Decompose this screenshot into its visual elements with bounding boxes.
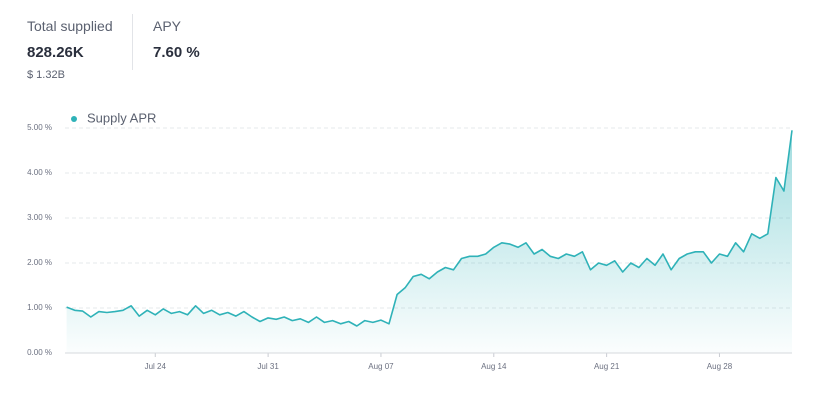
x-tick-label: Aug 21: [594, 362, 620, 371]
legend-label: Supply APR: [87, 110, 156, 125]
y-tick-label: 0.00 %: [27, 348, 52, 357]
legend-dot: [71, 116, 77, 122]
y-tick-label: 3.00 %: [27, 213, 52, 222]
total-supplied-usd: $ 1.32B: [27, 69, 65, 81]
y-tick-label: 2.00 %: [27, 258, 52, 267]
y-tick-label: 4.00 %: [27, 168, 52, 177]
y-tick-label: 5.00 %: [27, 123, 52, 132]
y-tick-label: 1.00 %: [27, 303, 52, 312]
total-supplied: 828.26K: [27, 44, 84, 61]
x-tick-label: Aug 07: [368, 362, 394, 371]
area: [66, 130, 793, 353]
apy-label: APY: [153, 18, 182, 34]
x-tick-label: Jul 31: [257, 362, 279, 371]
x-tick-label: Jul 24: [145, 362, 167, 371]
divider: [132, 14, 133, 70]
apy: 7.60 %: [153, 44, 200, 61]
x-tick-label: Aug 14: [481, 362, 507, 371]
x-tick-label: Aug 28: [707, 362, 733, 371]
line: [66, 130, 793, 327]
total-supplied-label: Total supplied: [27, 18, 113, 34]
